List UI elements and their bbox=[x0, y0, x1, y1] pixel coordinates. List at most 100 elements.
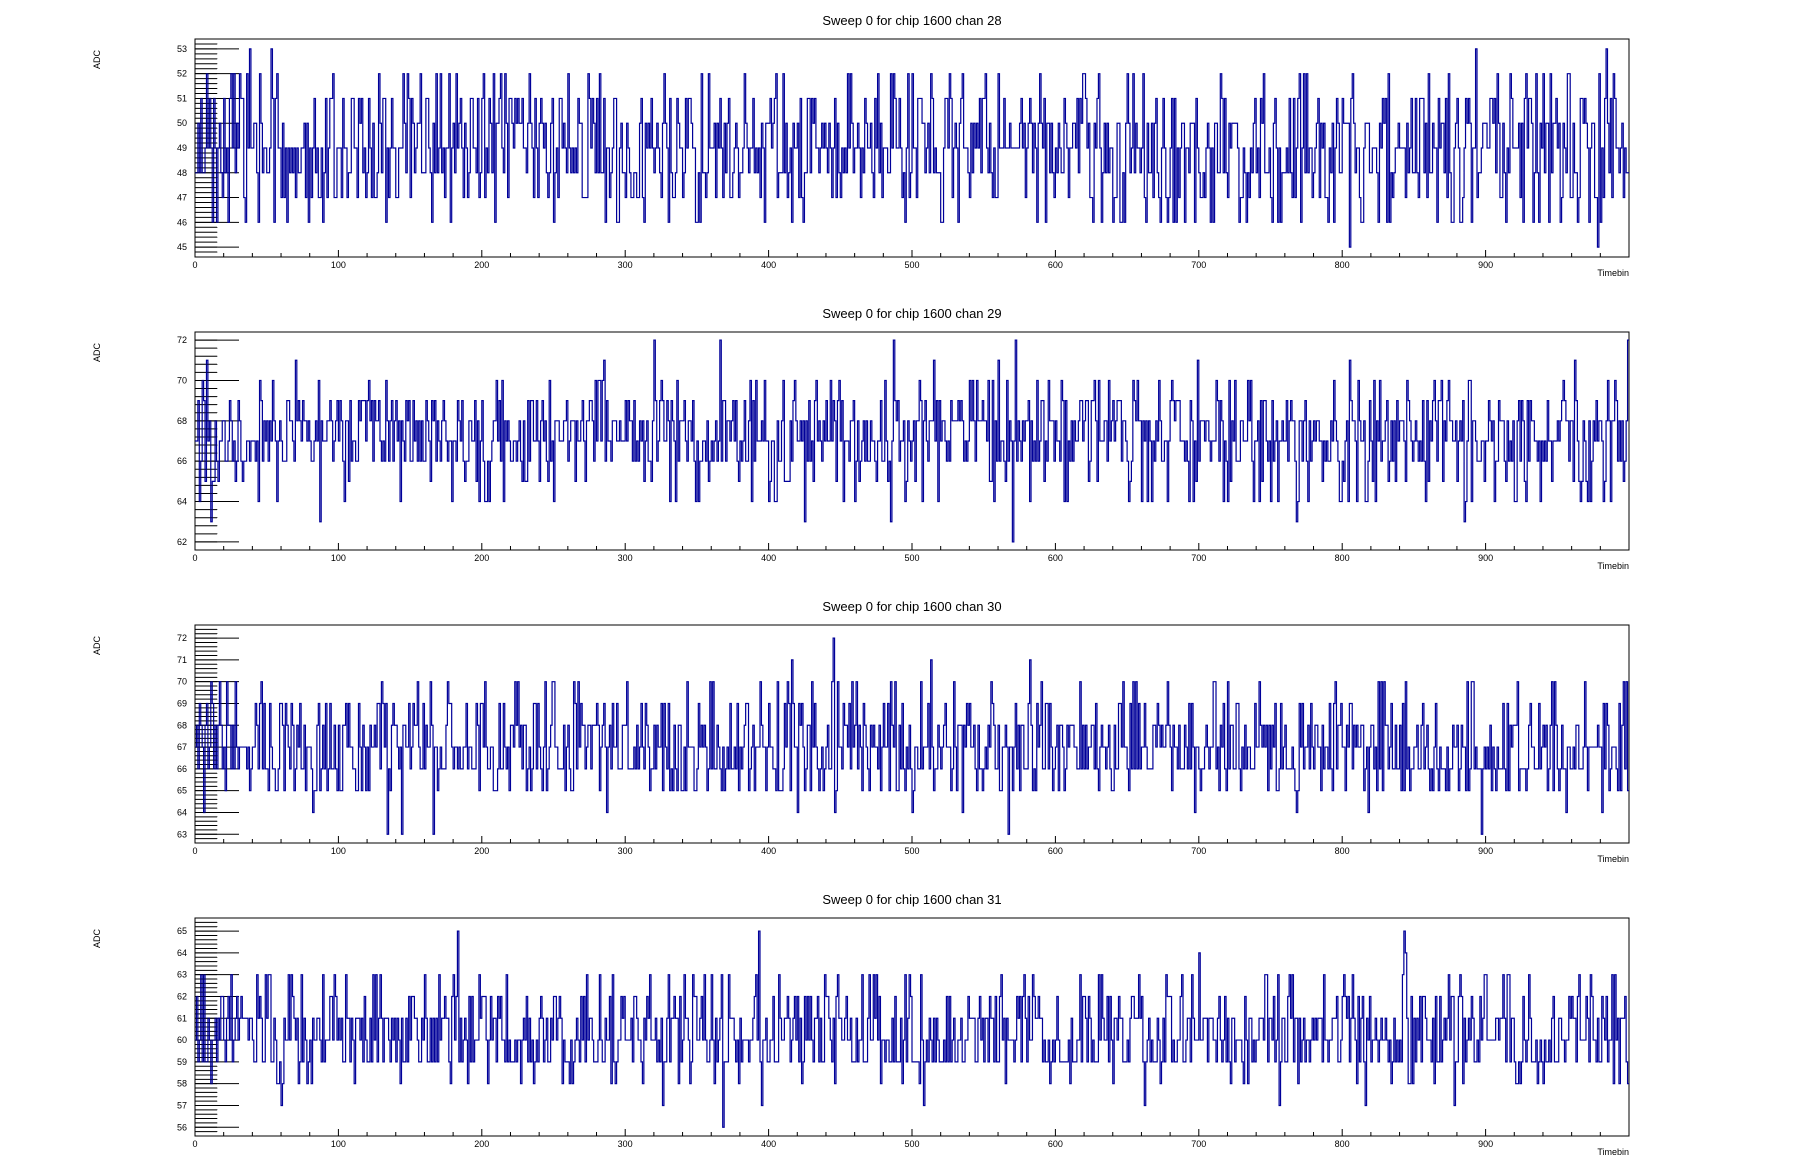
y-tick-label: 72 bbox=[177, 633, 187, 643]
x-tick-label: 800 bbox=[1335, 1139, 1350, 1149]
y-tick-label: 49 bbox=[177, 143, 187, 153]
x-tick-label: 600 bbox=[1048, 1139, 1063, 1149]
plot-svg: Sweep 0 for chip 1600 chan 29 ADC Timebin 6… bbox=[92, 306, 1630, 571]
x-tick-label: 400 bbox=[761, 260, 776, 270]
y-tick-label: 68 bbox=[177, 720, 187, 730]
x-tick-label: 300 bbox=[618, 846, 633, 856]
x-tick-label: 400 bbox=[761, 553, 776, 563]
y-tick-label: 70 bbox=[177, 375, 187, 385]
y-tick-label: 61 bbox=[177, 1013, 187, 1023]
y-tick-label: 57 bbox=[177, 1100, 187, 1110]
plot-title: Sweep 0 for chip 1600 chan 29 bbox=[822, 306, 1001, 321]
adc-series-line bbox=[195, 930, 1629, 1128]
plot-title: Sweep 0 for chip 1600 chan 31 bbox=[822, 892, 1001, 907]
plot-panel: Sweep 0 for chip 1600 chan 30 ADC Timebin 6… bbox=[0, 586, 1796, 879]
x-tick-label: 400 bbox=[761, 846, 776, 856]
x-tick-label: 800 bbox=[1335, 260, 1350, 270]
x-tick-label: 500 bbox=[904, 1139, 919, 1149]
x-tick-label: 700 bbox=[1191, 846, 1206, 856]
y-tick-label: 53 bbox=[177, 44, 187, 54]
plot-title: Sweep 0 for chip 1600 chan 30 bbox=[822, 599, 1001, 614]
y-tick-label: 63 bbox=[177, 970, 187, 980]
y-tick-label: 64 bbox=[177, 807, 187, 817]
x-axis-label: Timebin bbox=[1597, 561, 1629, 571]
y-tick-label: 56 bbox=[177, 1122, 187, 1132]
y-tick-label: 65 bbox=[177, 786, 187, 796]
plot-svg: Sweep 0 for chip 1600 chan 31 ADC Timebin 5… bbox=[92, 892, 1630, 1157]
plot-svg: Sweep 0 for chip 1600 chan 30 ADC Timebin 6… bbox=[92, 599, 1630, 864]
adc-series-line bbox=[195, 48, 1629, 248]
x-tick-label: 100 bbox=[331, 553, 346, 563]
y-tick-label: 60 bbox=[177, 1035, 187, 1045]
x-tick-label: 600 bbox=[1048, 553, 1063, 563]
y-tick-label: 71 bbox=[177, 655, 187, 665]
x-tick-label: 200 bbox=[474, 846, 489, 856]
x-tick-label: 300 bbox=[618, 260, 633, 270]
y-tick-label: 66 bbox=[177, 764, 187, 774]
y-tick-label: 58 bbox=[177, 1079, 187, 1089]
y-tick-label: 66 bbox=[177, 456, 187, 466]
x-tick-label: 900 bbox=[1478, 1139, 1493, 1149]
x-tick-label: 900 bbox=[1478, 260, 1493, 270]
x-tick-label: 900 bbox=[1478, 846, 1493, 856]
y-tick-label: 70 bbox=[177, 677, 187, 687]
x-tick-label: 0 bbox=[192, 846, 197, 856]
y-tick-label: 52 bbox=[177, 69, 187, 79]
plot-panel: Sweep 0 for chip 1600 chan 29 ADC Timebin 6… bbox=[0, 293, 1796, 586]
adc-series-line bbox=[195, 637, 1629, 835]
y-axis-label: ADC bbox=[92, 929, 102, 949]
x-tick-label: 200 bbox=[474, 553, 489, 563]
y-tick-label: 67 bbox=[177, 742, 187, 752]
y-tick-label: 59 bbox=[177, 1057, 187, 1067]
x-tick-label: 400 bbox=[761, 1139, 776, 1149]
y-tick-label: 62 bbox=[177, 537, 187, 547]
y-tick-label: 51 bbox=[177, 93, 187, 103]
y-tick-label: 47 bbox=[177, 193, 187, 203]
x-tick-label: 200 bbox=[474, 1139, 489, 1149]
x-axis-label: Timebin bbox=[1597, 268, 1629, 278]
x-tick-label: 700 bbox=[1191, 260, 1206, 270]
x-tick-label: 500 bbox=[904, 260, 919, 270]
x-tick-label: 100 bbox=[331, 1139, 346, 1149]
y-tick-label: 69 bbox=[177, 698, 187, 708]
x-tick-label: 800 bbox=[1335, 553, 1350, 563]
x-tick-label: 0 bbox=[192, 553, 197, 563]
y-axis-label: ADC bbox=[92, 636, 102, 656]
plot-panel: Sweep 0 for chip 1600 chan 31 ADC Timebin 5… bbox=[0, 879, 1796, 1172]
x-tick-label: 900 bbox=[1478, 553, 1493, 563]
y-tick-label: 50 bbox=[177, 118, 187, 128]
x-tick-label: 500 bbox=[904, 553, 919, 563]
x-tick-label: 800 bbox=[1335, 846, 1350, 856]
x-tick-label: 100 bbox=[331, 846, 346, 856]
x-tick-label: 0 bbox=[192, 1139, 197, 1149]
y-tick-label: 72 bbox=[177, 335, 187, 345]
plot-svg: Sweep 0 for chip 1600 chan 28 ADC Timebin 4… bbox=[92, 13, 1630, 278]
x-tick-label: 300 bbox=[618, 553, 633, 563]
x-tick-label: 500 bbox=[904, 846, 919, 856]
x-tick-label: 0 bbox=[192, 260, 197, 270]
x-axis-label: Timebin bbox=[1597, 1147, 1629, 1157]
x-tick-label: 600 bbox=[1048, 260, 1063, 270]
y-tick-label: 65 bbox=[177, 926, 187, 936]
plot-title: Sweep 0 for chip 1600 chan 28 bbox=[822, 13, 1001, 28]
x-tick-label: 600 bbox=[1048, 846, 1063, 856]
y-tick-label: 62 bbox=[177, 991, 187, 1001]
adc-series-line bbox=[195, 339, 1629, 543]
y-tick-label: 46 bbox=[177, 217, 187, 227]
plot-panel: Sweep 0 for chip 1600 chan 28 ADC Timebin 4… bbox=[0, 0, 1796, 293]
y-tick-label: 64 bbox=[177, 948, 187, 958]
y-axis-label: ADC bbox=[92, 343, 102, 363]
y-tick-label: 45 bbox=[177, 242, 187, 252]
x-tick-label: 700 bbox=[1191, 1139, 1206, 1149]
x-tick-label: 700 bbox=[1191, 553, 1206, 563]
x-tick-label: 100 bbox=[331, 260, 346, 270]
y-tick-label: 48 bbox=[177, 168, 187, 178]
y-tick-label: 68 bbox=[177, 416, 187, 426]
y-tick-label: 63 bbox=[177, 829, 187, 839]
x-tick-label: 200 bbox=[474, 260, 489, 270]
y-axis-label: ADC bbox=[92, 50, 102, 70]
x-axis-label: Timebin bbox=[1597, 854, 1629, 864]
y-tick-label: 64 bbox=[177, 497, 187, 507]
x-tick-label: 300 bbox=[618, 1139, 633, 1149]
